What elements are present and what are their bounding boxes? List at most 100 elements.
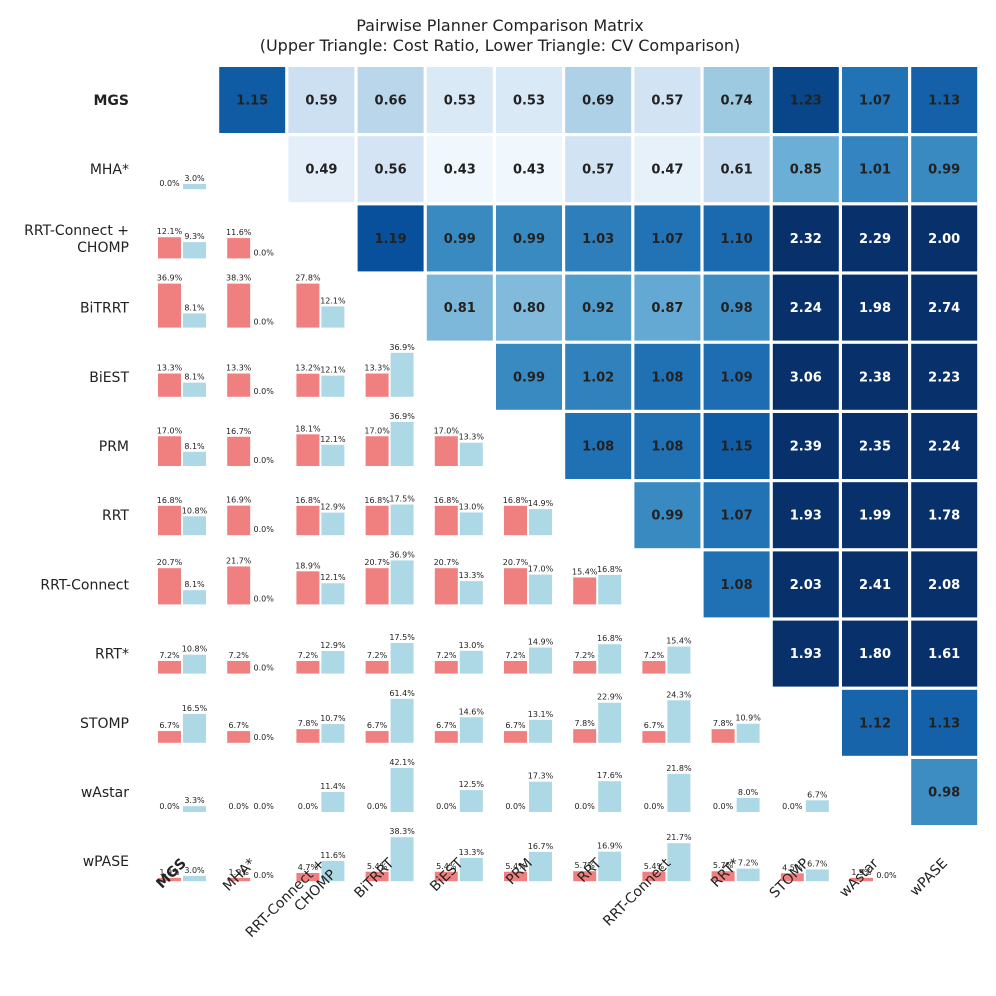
- cost-ratio-cell: [911, 551, 978, 618]
- col-planner-cv-bar: [459, 717, 483, 743]
- col-planner-cv-bar: [321, 306, 345, 328]
- col-planner-cv-bar: [390, 560, 414, 605]
- row-planner-cv-bar: [158, 436, 181, 466]
- cost-ratio-label: 1.80: [859, 647, 891, 662]
- cv-value-label: 12.9%: [320, 641, 346, 650]
- row-planner-cv-bar: [573, 871, 597, 882]
- cv-value-label: 16.7%: [226, 427, 252, 436]
- row-planner-cv-bar: [158, 283, 181, 328]
- cv-value-label: 36.9%: [389, 343, 415, 352]
- cost-ratio-label: 2.39: [790, 440, 822, 455]
- col-planner-cv-bar: [390, 768, 414, 812]
- cv-value-label: 15.4%: [666, 637, 692, 646]
- cv-value-label: 13.0%: [459, 502, 485, 511]
- col-planner-cv-bar: [183, 313, 206, 328]
- cv-value-label: 12.5%: [459, 780, 485, 789]
- row-planner-cv-bar: [227, 731, 251, 743]
- col-planner-cv-bar: [459, 442, 483, 466]
- cost-ratio-cell: [496, 136, 562, 203]
- cv-value-label: 17.5%: [389, 495, 415, 504]
- cv-value-label: 9.3%: [184, 232, 205, 241]
- cost-ratio-label: 1.15: [236, 94, 268, 109]
- col-planner-cv-bar: [459, 790, 483, 812]
- cv-value-label: 5.7%: [713, 861, 734, 870]
- cost-ratio-label: 0.99: [513, 370, 545, 385]
- col-planner-cv-bar: [321, 792, 345, 812]
- cost-ratio-label: 1.01: [859, 163, 891, 178]
- cost-ratio-cell: [288, 67, 355, 133]
- row-label: RRT-Connect + CHOMP: [24, 223, 129, 256]
- row-planner-cv-bar: [158, 505, 181, 536]
- col-planner-cv-bar: [390, 837, 414, 882]
- cost-ratio-cell: [772, 551, 839, 618]
- cost-ratio-label: 0.53: [513, 94, 545, 109]
- col-planner-cv-bar: [667, 843, 691, 882]
- row-planner-cv-bar: [227, 661, 251, 674]
- cost-ratio-label: 1.13: [928, 716, 960, 731]
- col-planner-cv-bar: [805, 869, 829, 882]
- cost-ratio-label: 2.24: [790, 301, 822, 316]
- cost-ratio-cell: [911, 482, 978, 549]
- row-planner-cv-bar: [296, 505, 320, 536]
- cv-value-label: 20.7%: [157, 558, 183, 567]
- row-planner-cv-bar: [365, 731, 389, 743]
- cost-ratio-cell: [288, 136, 355, 203]
- cv-value-label: 0.0%: [254, 248, 275, 257]
- row-planner-cv-bar: [227, 283, 251, 328]
- cv-value-label: 7.2%: [644, 651, 665, 660]
- cv-value-label: 20.7%: [364, 558, 390, 567]
- cv-value-label: 0.0%: [254, 664, 275, 673]
- row-planner-cv-bar: [642, 731, 666, 743]
- cv-value-label: 6.7%: [436, 721, 457, 730]
- cost-ratio-label: 0.98: [721, 301, 753, 316]
- col-planner-cv-bar: [459, 512, 483, 536]
- cost-ratio-cell: [842, 413, 908, 479]
- row-label: MGS: [93, 93, 129, 109]
- row-planner-cv-bar: [573, 729, 597, 743]
- cv-value-label: 7.2%: [159, 651, 180, 660]
- cv-value-label: 0.0%: [298, 802, 319, 811]
- cv-value-label: 14.9%: [528, 638, 554, 647]
- cost-ratio-cell: [911, 759, 978, 825]
- row-planner-cv-bar: [504, 505, 527, 536]
- col-planner-cv-bar: [529, 574, 552, 605]
- col-planner-cv-bar: [183, 183, 206, 190]
- col-planner-cv-bar: [736, 798, 760, 812]
- cv-value-label: 4.5%: [782, 863, 803, 872]
- cv-value-label: 13.1%: [528, 710, 554, 719]
- cv-value-label: 38.3%: [226, 274, 252, 283]
- row-planner-cv-bar: [158, 661, 181, 674]
- cv-value-label: 6.7%: [367, 721, 388, 730]
- cost-ratio-cell: [772, 67, 839, 133]
- cost-ratio-cell: [911, 343, 978, 410]
- cost-ratio-label: 0.66: [375, 94, 407, 109]
- col-planner-cv-bar: [598, 644, 622, 674]
- col-planner-cv-bar: [529, 781, 552, 812]
- col-planner-cv-bar: [321, 651, 345, 674]
- row-label: RRT: [102, 508, 129, 524]
- cost-ratio-cell: [842, 620, 908, 687]
- cost-ratio-label: 1.10: [721, 232, 753, 247]
- row-planner-cv-bar: [711, 871, 735, 882]
- row-label: wPASE: [83, 854, 129, 870]
- col-planner-cv-bar: [183, 654, 206, 674]
- chart-title: Pairwise Planner Comparison Matrix: [356, 16, 644, 35]
- cost-ratio-label: 1.08: [721, 578, 753, 593]
- cv-value-label: 8.1%: [184, 303, 205, 312]
- row-planner-cv-bar: [365, 505, 389, 536]
- cv-value-label: 3.3%: [184, 796, 205, 805]
- cost-ratio-label: 0.43: [444, 163, 476, 178]
- row-planner-cv-bar: [296, 729, 320, 743]
- cost-ratio-cell: [842, 136, 908, 203]
- cv-value-label: 13.3%: [364, 364, 390, 373]
- cost-ratio-cell: [426, 274, 493, 341]
- row-planner-cv-bar: [158, 877, 181, 882]
- cv-value-label: 36.9%: [389, 550, 415, 559]
- cv-value-label: 27.8%: [295, 274, 321, 283]
- cv-value-label: 7.2%: [436, 651, 457, 660]
- row-planner-cv-bar: [504, 661, 527, 674]
- cv-value-label: 8.1%: [184, 373, 205, 382]
- row-planner-cv-bar: [434, 731, 458, 743]
- cost-ratio-cell: [911, 274, 978, 341]
- row-label: BiEST: [89, 370, 129, 386]
